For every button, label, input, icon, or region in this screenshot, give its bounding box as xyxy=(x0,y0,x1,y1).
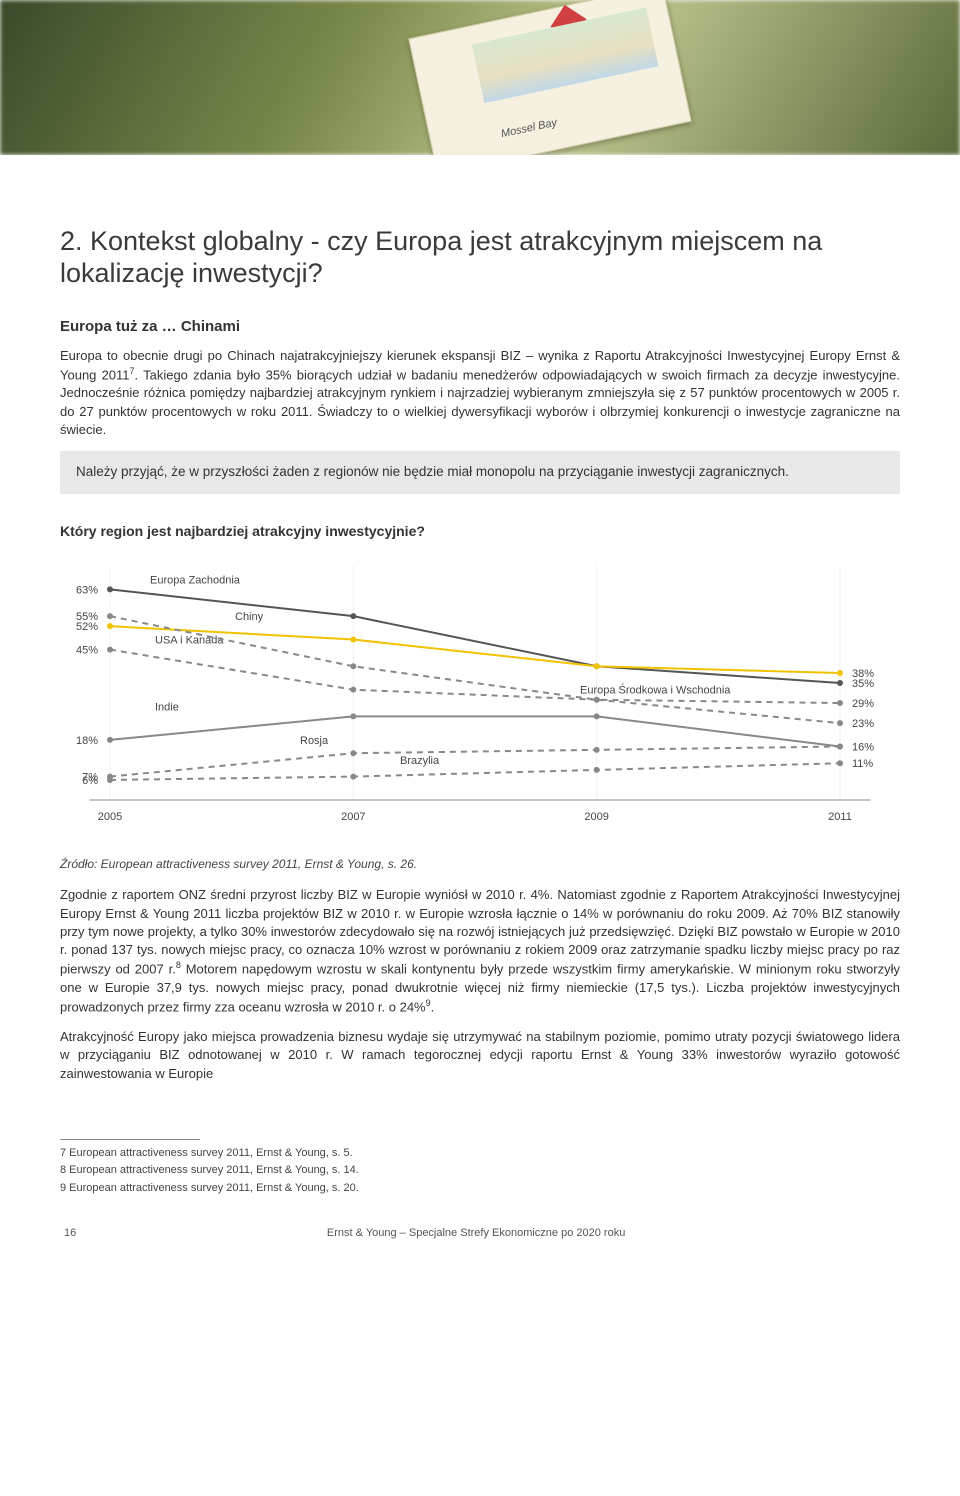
hero-image: Mossel Bay xyxy=(0,0,960,155)
para-3: Atrakcyjność Europy jako miejsca prowadz… xyxy=(60,1028,900,1083)
chart-title: Który region jest najbardziej atrakcyjny… xyxy=(60,522,900,542)
svg-text:11%: 11% xyxy=(852,758,873,770)
svg-text:Indie: Indie xyxy=(155,701,179,713)
svg-text:23%: 23% xyxy=(852,718,874,730)
footnote-rule xyxy=(60,1139,200,1140)
page-content: 2. Kontekst globalny - czy Europa jest a… xyxy=(0,155,960,1271)
svg-text:Europa Środkowa i Wschodnia: Europa Środkowa i Wschodnia xyxy=(580,683,731,696)
svg-text:29%: 29% xyxy=(852,698,874,710)
page-number: 16 xyxy=(64,1226,76,1241)
svg-text:2011: 2011 xyxy=(828,811,852,823)
svg-text:6%: 6% xyxy=(82,774,98,786)
svg-text:63%: 63% xyxy=(76,584,98,596)
svg-text:18%: 18% xyxy=(76,734,98,746)
hero-marker xyxy=(551,5,587,41)
svg-text:52%: 52% xyxy=(76,621,98,633)
footnote-8: 8 European attractiveness survey 2011, E… xyxy=(60,1163,900,1178)
footnote-9: 9 European attractiveness survey 2011, E… xyxy=(60,1181,900,1196)
subhead: Europa tuż za … Chinami xyxy=(60,316,900,337)
svg-text:USA i Kanada: USA i Kanada xyxy=(155,634,224,646)
para-2: Zgodnie z raportem ONZ średni przyrost l… xyxy=(60,886,900,1016)
svg-text:Europa Zachodnia: Europa Zachodnia xyxy=(150,574,241,586)
callout-box: Należy przyjąć, że w przyszłości żaden z… xyxy=(60,451,900,494)
footnotes: 7 European attractiveness survey 2011, E… xyxy=(60,1146,900,1196)
para-2b: Motorem napędowym wzrostu w skali kontyn… xyxy=(60,961,900,1014)
para-2c: . xyxy=(431,999,435,1014)
chart: 2005 2007 2009 2011 Europa Zachodnia Chiny USA… xyxy=(60,558,900,828)
svg-text:45%: 45% xyxy=(76,644,98,656)
svg-text:35%: 35% xyxy=(852,678,874,690)
para-1b: . Takiego zdania było 35% biorących udzi… xyxy=(60,367,900,437)
page-footer: 16 Ernst & Young – Specjalne Strefy Ekon… xyxy=(60,1226,900,1241)
svg-text:Chiny: Chiny xyxy=(235,611,264,623)
svg-text:Rosja: Rosja xyxy=(300,734,329,746)
hero-card-text: Mossel Bay xyxy=(500,115,559,142)
svg-text:2005: 2005 xyxy=(98,811,122,823)
svg-text:2009: 2009 xyxy=(584,811,608,823)
chart-svg: 2005 2007 2009 2011 Europa Zachodnia Chiny USA… xyxy=(60,558,900,828)
footnote-7: 7 European attractiveness survey 2011, E… xyxy=(60,1146,900,1161)
doc-title: Ernst & Young – Specjalne Strefy Ekonomi… xyxy=(327,1226,625,1241)
section-title: 2. Kontekst globalny - czy Europa jest a… xyxy=(60,225,900,290)
svg-text:Brazylia: Brazylia xyxy=(400,754,440,766)
svg-text:16%: 16% xyxy=(852,741,874,753)
chart-source: Źródło: European attractiveness survey 2… xyxy=(60,856,900,873)
para-1: Europa to obecnie drugi po Chinach najat… xyxy=(60,347,900,439)
svg-text:2007: 2007 xyxy=(341,811,365,823)
